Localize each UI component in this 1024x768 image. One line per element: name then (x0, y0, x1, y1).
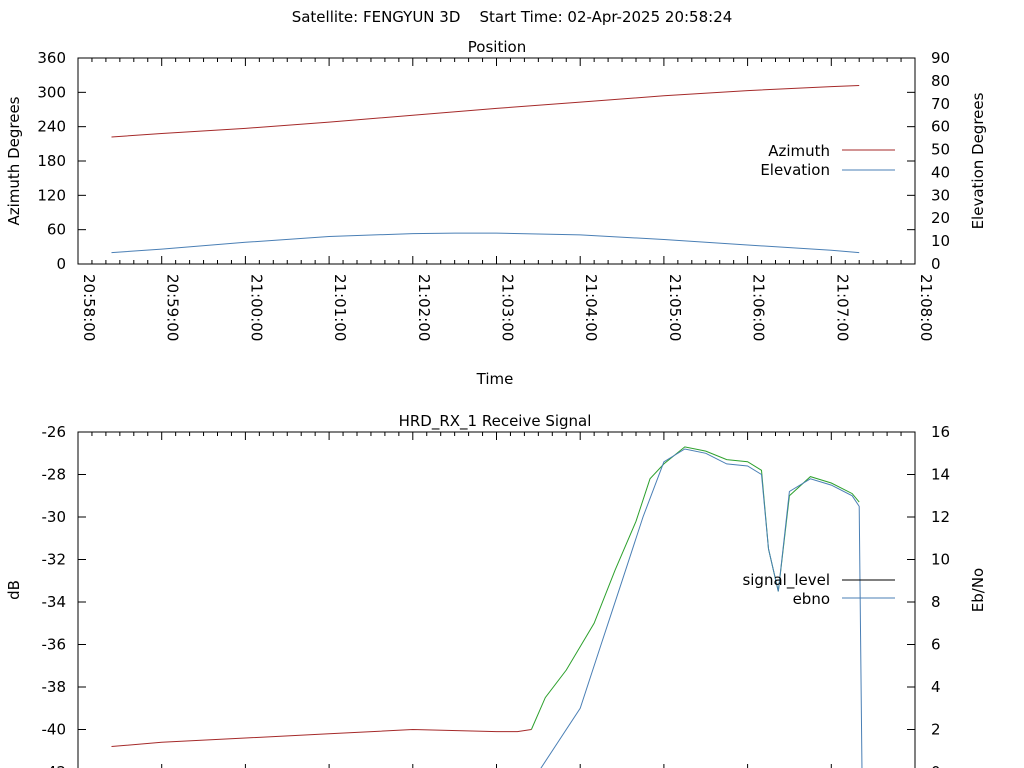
signal-ytick-label-right: 10 (931, 551, 950, 569)
signal-series-signal-level-line (111, 728, 532, 747)
signal-series-signal-level-line (530, 446, 860, 730)
position-xtick-label: 21:03:00 (499, 274, 517, 341)
position-series-elevation-line (111, 232, 860, 254)
position-legend: Azimuth Elevation (760, 142, 895, 179)
signal-ytick-label-left: -34 (42, 593, 67, 611)
position-xlabel: Time (476, 370, 514, 388)
position-ytick-label-left: 180 (37, 152, 66, 170)
legend-label-ebno: ebno (793, 590, 830, 608)
position-ytick-label-left: 60 (47, 221, 66, 239)
position-ytick-label-right: 10 (931, 232, 950, 250)
position-xtick-label: 21:00:00 (247, 274, 265, 341)
position-xtick-label: 21:02:00 (415, 274, 433, 341)
signal-ytick-label-left: -40 (42, 721, 67, 739)
signal-ylabel-left: dB (5, 580, 23, 600)
position-ytick-label-right: 30 (931, 186, 950, 204)
position-series-azimuth-line (111, 85, 860, 138)
position-ytick-label-right: 20 (931, 209, 950, 227)
position-ytick-label-right: 80 (931, 72, 950, 90)
position-xtick-label: 21:06:00 (750, 274, 768, 341)
signal-title: HRD_RX_1 Receive Signal (399, 412, 592, 431)
position-ytick-label-left: 300 (37, 83, 66, 101)
signal-series-ebno-line (540, 448, 863, 768)
signal-ytick-label-right: 16 (931, 423, 950, 441)
position-ytick-label-left: 0 (56, 255, 66, 273)
position-xtick-label: 21:05:00 (666, 274, 684, 341)
signal-ytick-label-right: 2 (931, 721, 941, 739)
figure-title: Satellite: FENGYUN 3D Start Time: 02-Apr… (292, 8, 733, 26)
position-ytick-label-right: 50 (931, 141, 950, 159)
position-xtick-label: 20:59:00 (164, 274, 182, 341)
position-ytick-label-left: 360 (37, 49, 66, 67)
signal-ytick-label-right: 4 (931, 678, 941, 696)
signal-ytick-label-left: -42 (42, 763, 67, 768)
position-xtick-label: 21:01:00 (331, 274, 349, 341)
signal-plot-frame (77, 431, 916, 768)
legend-label-signal-level: signal_level (742, 571, 830, 590)
position-xtick-label: 21:04:00 (582, 274, 600, 341)
signal-ytick-label-right: 12 (931, 508, 950, 526)
signal-ytick-label-right: 6 (931, 636, 941, 654)
position-ytick-label-left: 240 (37, 118, 66, 136)
position-ytick-label-left: 120 (37, 186, 66, 204)
position-ytick-label-right: 60 (931, 118, 950, 136)
position-title: Position (468, 38, 526, 56)
signal-ytick-label-left: -38 (42, 678, 67, 696)
signal-series (111, 446, 863, 768)
signal-ytick-label-left: -30 (42, 508, 67, 526)
position-ytick-label-right: 40 (931, 163, 950, 181)
position-ticks: 0 60 120 180 240 300 360 0 10 20 30 40 50 60 70 80 90 20:… (37, 49, 950, 341)
signal-ytick-label-left: -28 (42, 466, 67, 484)
signal-ytick-label-left: -26 (42, 423, 67, 441)
signal-ytick-label-right: 14 (931, 466, 950, 484)
signal-ytick-label-right: 0 (931, 763, 941, 768)
position-ylabel-right: Elevation Degrees (969, 92, 987, 229)
position-ytick-label-right: 70 (931, 95, 950, 113)
signal-ytick-label-left: -32 (42, 551, 67, 569)
position-ytick-label-right: 0 (931, 255, 941, 273)
signal-ticks: -42 -40 -38 -36 -34 -32 -30 -28 -26 0 2 4 6 8 10 12 14 16 (42, 423, 950, 768)
position-xtick-label: 21:08:00 (917, 274, 935, 341)
position-ylabel-left: Azimuth Degrees (5, 96, 23, 225)
position-xtick-label: 20:58:00 (80, 274, 98, 341)
legend-label-azimuth: Azimuth (768, 142, 830, 160)
signal-legend: signal_level ebno (742, 571, 895, 608)
position-xtick-label: 21:07:00 (833, 274, 851, 341)
signal-ylabel-right: Eb/No (969, 568, 987, 612)
position-ytick-label-right: 90 (931, 49, 950, 67)
signal-ytick-label-left: -36 (42, 636, 67, 654)
position-series (111, 85, 860, 254)
legend-label-elevation: Elevation (760, 161, 830, 179)
signal-panel: HRD_RX_1 Receive Signal dB Eb/No -42-40-… (5, 412, 987, 768)
signal-ytick-label-right: 8 (931, 593, 941, 611)
position-panel: Position Azimuth Degrees Elevation Degre… (5, 38, 987, 388)
